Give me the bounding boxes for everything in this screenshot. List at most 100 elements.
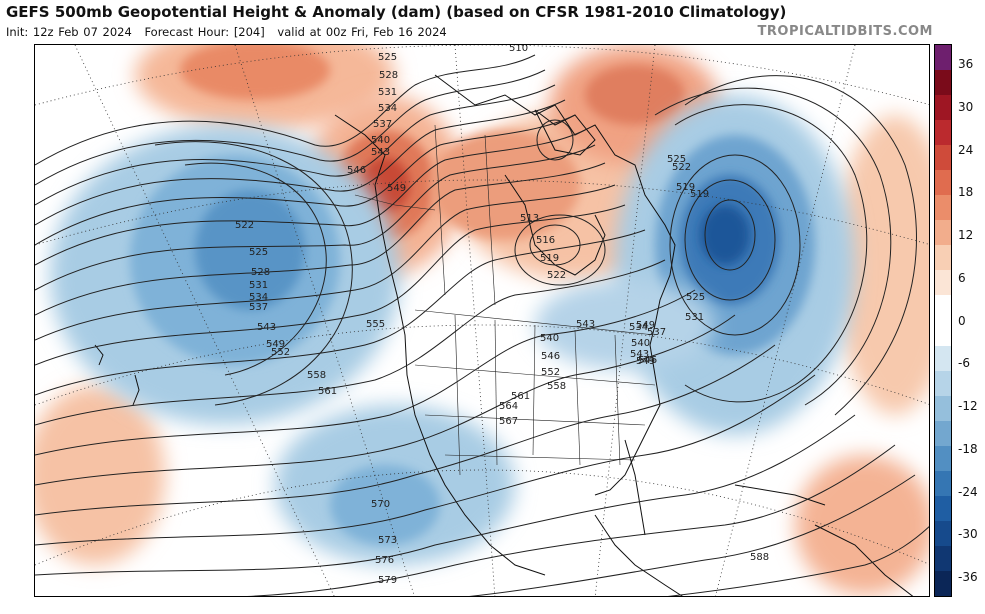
colorbar-tick-label: 12 — [958, 228, 974, 242]
colorbar-segment — [935, 320, 951, 347]
contour-label: 546 — [638, 355, 657, 366]
init-time: Init: 12z Feb 07 2024 — [6, 25, 132, 39]
contour-label: 522 — [547, 270, 566, 281]
colorbar-segment — [935, 395, 951, 422]
contour-label: 531 — [685, 312, 704, 323]
contour-label: 558 — [547, 381, 566, 392]
contour-label: 534 — [629, 322, 648, 333]
contour-label: 513 — [520, 213, 539, 224]
contour-label: 543 — [257, 322, 276, 333]
colorbar-segment — [935, 45, 951, 71]
contour-label: 519 — [690, 189, 709, 200]
contour-label: 537 — [249, 302, 268, 313]
contour-label: 537 — [373, 119, 392, 130]
colorbar-tick-label: 30 — [958, 99, 974, 114]
contour-label: 534 — [249, 292, 268, 303]
colorbar-tick-label: -24 — [958, 484, 978, 499]
contour-label: 525 — [378, 52, 397, 63]
colorbar-tick-label: -6 — [958, 356, 970, 371]
contour-label: 510 — [509, 45, 528, 54]
contour-label: 549 — [387, 183, 406, 194]
contour-label: 534 — [378, 103, 397, 114]
colorbar-segment — [935, 245, 951, 271]
contour-label: 546 — [541, 351, 560, 362]
colorbar-segment — [935, 120, 951, 146]
anomaly-shading — [35, 45, 929, 595]
contour-label: 543 — [371, 147, 390, 158]
contour-label: 570 — [371, 499, 390, 510]
contour-label: 546 — [347, 165, 366, 176]
anomaly-colorbar — [934, 44, 952, 597]
map-subtitle: Init: 12z Feb 07 2024 Forecast Hour: [20… — [6, 25, 455, 39]
contour-label: 525 — [249, 247, 268, 258]
political-borders — [354, 124, 656, 476]
contour-label: 579 — [378, 575, 397, 586]
colorbar-tick-label: 24 — [958, 142, 974, 157]
contour-label: 528 — [379, 70, 398, 81]
contour-label: 564 — [499, 401, 518, 412]
contour-label: 561 — [318, 386, 337, 397]
contour-label: 519 — [540, 253, 559, 264]
ridge-anomaly-atlantic — [835, 115, 929, 415]
colorbar-tick-label: 36 — [958, 57, 974, 71]
contour-label: 540 — [631, 338, 650, 349]
contour-label: 522 — [672, 162, 691, 173]
ridge-anomaly-subtropics — [795, 455, 929, 595]
contour-label: 567 — [499, 416, 518, 427]
contour-label: 588 — [750, 552, 769, 563]
contour-label: 522 — [235, 220, 254, 231]
contour-label: 531 — [249, 280, 268, 291]
contour-label: 516 — [536, 235, 555, 246]
contour-label: 531 — [378, 87, 397, 98]
contour-label: 561 — [511, 391, 530, 402]
contour-label: 573 — [378, 535, 397, 546]
contour-label: 558 — [307, 370, 326, 381]
colorbar-tick-label: -12 — [958, 399, 978, 413]
ridge-anomaly-canada-core — [430, 130, 580, 240]
colorbar-segment — [935, 220, 951, 246]
brand-watermark: TROPICALTIDBITS.COM — [757, 24, 933, 39]
ridge-anomaly-arctic-core — [180, 45, 330, 100]
contour-label: 555 — [366, 319, 385, 330]
forecast-hour: Forecast Hour: [204] — [144, 25, 265, 39]
colorbar-segment — [935, 170, 951, 196]
valid-time: valid at 00z Fri, Feb 16 2024 — [277, 25, 447, 39]
contour-label: 525 — [686, 292, 705, 303]
map-panel: 525 528 531 534 537 540 543 546 549 519 522 525 528 5… — [34, 44, 930, 597]
trough-anomaly-pacific-center — [195, 190, 305, 310]
colorbar-segment — [935, 95, 951, 121]
contour-label: 543 — [576, 319, 595, 330]
colorbar-segment — [935, 495, 951, 522]
contour-label: 537 — [647, 327, 666, 338]
colorbar-tick-label: 0 — [958, 313, 966, 328]
contour-label: 528 — [251, 267, 270, 278]
colorbar-segment — [935, 470, 951, 497]
map-svg: 5255285315345375405435465495195225255285… — [35, 45, 929, 596]
contour-label: 552 — [541, 367, 560, 378]
colorbar-segment — [935, 195, 951, 221]
colorbar-segment — [935, 295, 951, 321]
contour-label: 543 — [630, 349, 649, 360]
contour-label: 549 — [636, 320, 655, 331]
colorbar-segment — [935, 70, 951, 96]
height-contours — [35, 54, 929, 596]
colorbar-segment — [935, 420, 951, 447]
colorbar-segment — [935, 545, 951, 572]
contour-label: 552 — [271, 347, 290, 358]
colorbar-tick-label: -36 — [958, 570, 978, 584]
contour-label: 519 — [676, 182, 695, 193]
colorbar-segment — [935, 145, 951, 171]
colorbar-segment — [935, 270, 951, 296]
map-title: GEFS 500mb Geopotential Height & Anomaly… — [6, 3, 787, 21]
ridge-anomaly-pacific — [35, 385, 165, 565]
colorbar-tick-label: 6 — [958, 270, 966, 285]
contour-label: 576 — [375, 555, 394, 566]
trough-anomaly-southwest-core — [330, 465, 440, 545]
graticule — [35, 45, 929, 596]
trough-anomaly-greatlakes — [535, 280, 715, 370]
trough-anomaly-atlantic-center — [700, 205, 750, 265]
contour-label: 540 — [371, 135, 390, 146]
colorbar-tick-label: -18 — [958, 441, 978, 456]
colorbar-segment — [935, 520, 951, 547]
colorbar-tick-label: 18 — [958, 185, 974, 200]
